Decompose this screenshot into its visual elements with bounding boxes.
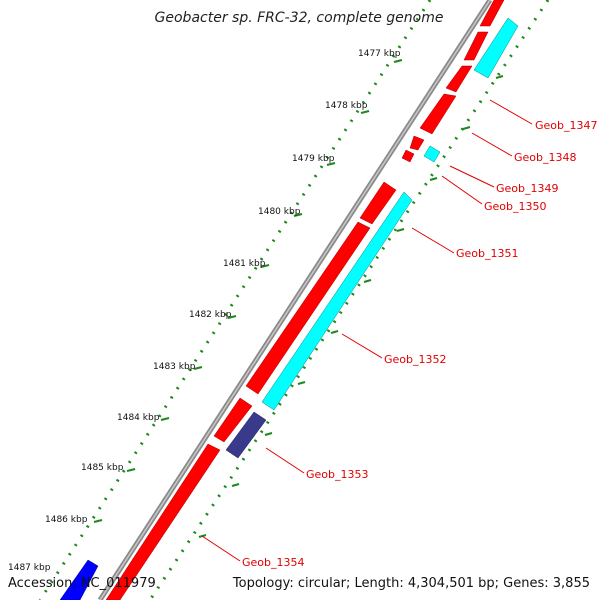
leader-geob1347 — [489, 99, 533, 125]
kbp-tick-label: 1487 kbp — [8, 563, 51, 573]
gene-labels: Geob_1347 Geob_1348 Geob_1349 Geob_1350 … — [242, 119, 598, 569]
kbp-tick-label: 1478 kbp — [325, 101, 368, 111]
gene-label-geob1353[interactable]: Geob_1353 — [306, 468, 369, 481]
gene-reverse-top[interactable] — [473, 17, 519, 79]
kbp-tick-mark — [293, 213, 303, 217]
inner-tick-mark — [429, 177, 438, 181]
kbp-tick-label: 1482 kbp — [189, 310, 232, 320]
gene-forward-geob1351[interactable] — [359, 181, 397, 225]
kbp-tick-mark — [260, 264, 270, 268]
label-leaders — [201, 99, 533, 562]
kbp-tick-label: 1480 kbp — [258, 207, 301, 217]
forward-genes — [105, 0, 505, 600]
kbp-tick-label: 1485 kbp — [81, 463, 124, 473]
inner-tick-mark — [363, 279, 372, 283]
gene-reverse-geob1353[interactable] — [225, 411, 267, 459]
gene-forward-geob1349[interactable] — [401, 149, 415, 163]
gene-reverse-geob1352[interactable] — [261, 191, 413, 411]
kbp-tick-mark — [126, 468, 136, 472]
gene-forward-top-1[interactable] — [479, 0, 505, 27]
kbp-tick-label: 1479 kbp — [292, 154, 335, 164]
gene-label-geob1347[interactable]: Geob_1347 — [535, 119, 598, 132]
inner-tick-mark — [396, 228, 405, 232]
leader-geob1348 — [471, 132, 513, 157]
genome-summary-text: Topology: circular; Length: 4,304,501 bp… — [232, 576, 590, 591]
gene-label-geob1354[interactable]: Geob_1354 — [242, 556, 305, 569]
gene-label-geob1352[interactable]: Geob_1352 — [384, 353, 447, 366]
gene-forward-top-2[interactable] — [463, 31, 489, 61]
inner-tick-mark — [462, 126, 471, 130]
inner-track-ticks — [198, 75, 504, 538]
reverse-genes — [59, 17, 519, 600]
gene-forward-geob1354[interactable] — [105, 443, 221, 600]
outer-dotted-scale — [38, 0, 432, 600]
genome-backbone-highlight — [99, 0, 491, 600]
leader-geob1353 — [265, 447, 305, 474]
gene-label-geob1351[interactable]: Geob_1351 — [456, 247, 519, 260]
kbp-tick-mark — [193, 366, 203, 370]
kbp-tick-mark — [393, 59, 403, 63]
leader-geob1350 — [441, 175, 483, 205]
inner-tick-mark — [297, 381, 306, 385]
kbp-tick-label: 1484 kbp — [117, 413, 160, 423]
kbp-tick-mark — [93, 519, 103, 523]
gene-label-geob1350[interactable]: Geob_1350 — [484, 200, 547, 213]
accession-text: Accession: NC_011979 — [8, 576, 156, 591]
gene-forward-top-3[interactable] — [445, 65, 473, 93]
gene-label-geob1349[interactable]: Geob_1349 — [496, 182, 559, 195]
kbp-tick-label: 1481 kbp — [223, 259, 266, 269]
leader-geob1349 — [449, 165, 495, 188]
inner-tick-mark — [264, 432, 273, 436]
kbp-tick-label: 1483 kbp — [153, 362, 196, 372]
leader-geob1354 — [201, 535, 241, 562]
gene-forward-geob1347[interactable] — [419, 93, 457, 135]
inner-tick-mark — [330, 330, 339, 334]
inner-tick-mark — [231, 483, 240, 487]
leader-geob1351 — [411, 227, 455, 254]
kbp-tick-label: 1486 kbp — [45, 515, 88, 525]
gene-label-geob1348[interactable]: Geob_1348 — [514, 151, 577, 164]
map-title: Geobacter sp. FRC-32, complete genome — [155, 10, 444, 26]
kbp-tick-mark — [326, 162, 336, 166]
gene-forward-geob1352[interactable] — [245, 221, 371, 395]
gene-reverse-geob1350[interactable] — [423, 145, 441, 163]
leader-geob1352 — [341, 333, 383, 359]
inner-dotted-scale — [148, 0, 550, 600]
gene-forward-geob1353a[interactable] — [213, 397, 253, 443]
kbp-tick-mark — [360, 110, 370, 114]
gene-forward-geob1348[interactable] — [409, 135, 425, 151]
kbp-tick-label: 1477 kbp — [358, 49, 401, 59]
gene-reverse-edge[interactable] — [59, 559, 99, 600]
kbp-ticks: 1477 kbp 1478 kbp 1479 kbp 1480 kbp 1481… — [8, 49, 403, 573]
inner-tick-mark — [495, 75, 504, 79]
kbp-tick-mark — [227, 315, 237, 319]
kbp-tick-mark — [160, 417, 170, 421]
